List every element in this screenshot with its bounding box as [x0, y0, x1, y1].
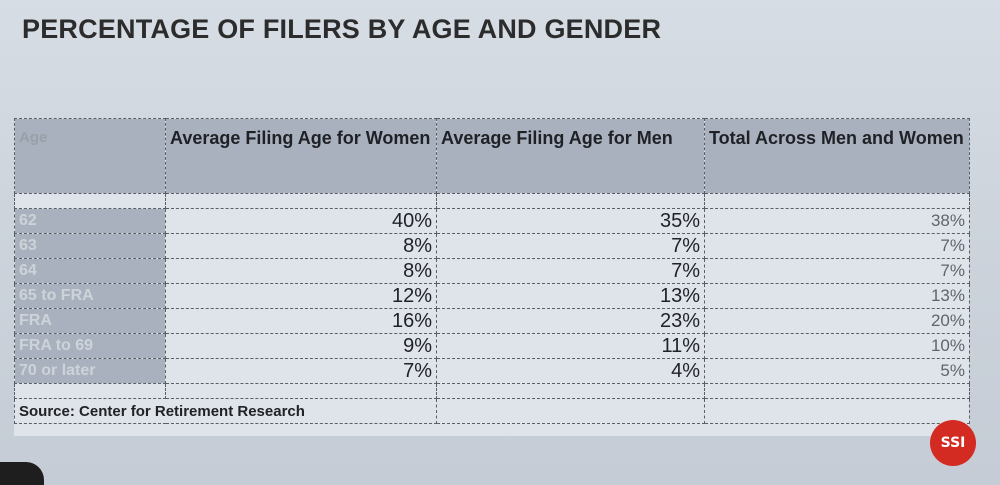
table-body: 62 40% 35% 38% 63 8% 7% 7% 64 8% 7% 7% 65 to FRA 12% 1… [14, 193, 970, 424]
total-value-cell: 38% [704, 208, 970, 234]
filers-table: Age Average Filing Age for Women Average… [14, 118, 970, 424]
spacer-cell [436, 383, 705, 399]
table-row: 63 8% 7% 7% [14, 233, 970, 259]
men-value-cell: 7% [436, 233, 705, 259]
total-value-cell: 10% [704, 333, 970, 359]
filers-table-container: Age Average Filing Age for Women Average… [14, 118, 970, 436]
table-row: 65 to FRA 12% 13% 13% [14, 283, 970, 309]
table-row: FRA 16% 23% 20% [14, 308, 970, 334]
spacer-cell [14, 383, 166, 399]
spacer-row [14, 383, 970, 399]
page-title: PERCENTAGE OF FILERS BY AGE AND GENDER [22, 14, 662, 44]
spacer-cell [436, 398, 705, 424]
brand-logo: SSI [930, 420, 976, 466]
column-header-age: Age [14, 118, 166, 194]
age-cell: 70 or later [14, 358, 166, 384]
women-value-cell: 8% [165, 258, 437, 284]
corner-decoration [0, 462, 44, 485]
table-row: 62 40% 35% 38% [14, 208, 970, 234]
spacer-cell [436, 193, 705, 209]
spacer-cell [704, 193, 970, 209]
men-value-cell: 35% [436, 208, 705, 234]
total-value-cell: 7% [704, 258, 970, 284]
spacer-cell [165, 193, 437, 209]
header-row: Age Average Filing Age for Women Average… [14, 118, 970, 194]
table-row: 70 or later 7% 4% 5% [14, 358, 970, 384]
spacer-row [14, 193, 970, 209]
men-value-cell: 4% [436, 358, 705, 384]
age-cell: 62 [14, 208, 166, 234]
men-value-cell: 11% [436, 333, 705, 359]
column-header-women: Average Filing Age for Women [165, 118, 437, 194]
women-value-cell: 40% [165, 208, 437, 234]
age-cell: 64 [14, 258, 166, 284]
table-row: FRA to 69 9% 11% 10% [14, 333, 970, 359]
spacer-cell [704, 383, 970, 399]
women-value-cell: 8% [165, 233, 437, 259]
total-value-cell: 7% [704, 233, 970, 259]
column-header-total: Total Across Men and Women [704, 118, 970, 194]
age-cell: 65 to FRA [14, 283, 166, 309]
women-value-cell: 7% [165, 358, 437, 384]
spacer-cell [165, 383, 437, 399]
men-value-cell: 7% [436, 258, 705, 284]
column-header-men: Average Filing Age for Men [436, 118, 705, 194]
source-note: Source: Center for Retirement Research [14, 398, 437, 424]
women-value-cell: 16% [165, 308, 437, 334]
age-cell: FRA to 69 [14, 333, 166, 359]
spacer-cell [14, 193, 166, 209]
age-cell: FRA [14, 308, 166, 334]
total-value-cell: 13% [704, 283, 970, 309]
men-value-cell: 13% [436, 283, 705, 309]
spacer-cell [704, 398, 970, 424]
men-value-cell: 23% [436, 308, 705, 334]
women-value-cell: 9% [165, 333, 437, 359]
total-value-cell: 20% [704, 308, 970, 334]
women-value-cell: 12% [165, 283, 437, 309]
table-row: 64 8% 7% 7% [14, 258, 970, 284]
age-cell: 63 [14, 233, 166, 259]
source-row: Source: Center for Retirement Research [14, 398, 970, 424]
total-value-cell: 5% [704, 358, 970, 384]
